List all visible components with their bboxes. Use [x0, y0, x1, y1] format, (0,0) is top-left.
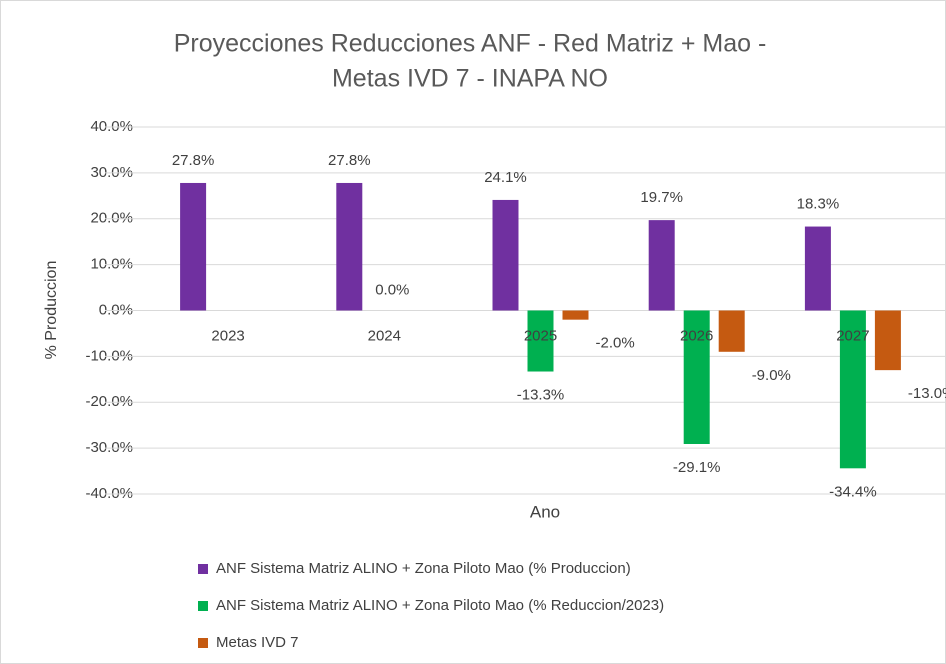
chart-title: Proyecciones Reducciones ANF - Red Matri…	[174, 30, 767, 58]
legend-label: ANF Sistema Matriz ALINO + Zona Piloto M…	[216, 560, 631, 577]
data-label: -13.3%	[517, 386, 565, 403]
data-label: -9.0%	[752, 367, 791, 384]
x-tick-label: 2023	[211, 327, 244, 344]
y-axis-title: % Produccion	[43, 261, 60, 360]
y-tick-label: 30.0%	[90, 164, 133, 181]
bar	[683, 310, 710, 444]
bar	[492, 199, 519, 311]
data-label: -34.4%	[829, 483, 877, 500]
legend-label: Metas IVD 7	[216, 634, 299, 651]
data-label: 27.8%	[328, 152, 371, 169]
legend-swatch	[198, 638, 208, 648]
y-tick-label: -30.0%	[85, 439, 133, 456]
y-tick-label: 10.0%	[90, 256, 133, 273]
data-label: 24.1%	[484, 169, 527, 186]
data-label: 0.0%	[375, 281, 409, 298]
y-tick-label: -40.0%	[85, 485, 133, 502]
y-tick-label: 20.0%	[90, 210, 133, 227]
data-label: 27.8%	[172, 152, 215, 169]
bar	[839, 310, 866, 469]
y-tick-label: 40.0%	[90, 118, 133, 135]
x-axis-title: Ano	[530, 502, 560, 521]
y-tick-label: 0.0%	[99, 301, 133, 318]
bar	[804, 226, 831, 311]
data-label: -2.0%	[596, 335, 635, 352]
chart-title: Metas IVD 7 - INAPA NO	[332, 65, 608, 93]
x-tick-label: 2025	[524, 327, 557, 344]
bar	[648, 220, 675, 311]
x-tick-label: 2026	[680, 327, 713, 344]
x-tick-label: 2027	[836, 327, 869, 344]
bar	[180, 182, 207, 311]
bar	[874, 310, 901, 371]
legend-label: ANF Sistema Matriz ALINO + Zona Piloto M…	[216, 597, 664, 614]
y-tick-label: -20.0%	[85, 393, 133, 410]
bar	[562, 310, 589, 320]
bar	[336, 182, 363, 311]
data-label: -13.0%	[908, 385, 946, 402]
data-label: 18.3%	[797, 196, 840, 213]
bar	[527, 310, 554, 372]
x-tick-label: 2024	[368, 327, 401, 344]
y-tick-label: -10.0%	[85, 347, 133, 364]
data-label: 19.7%	[640, 189, 683, 206]
bar	[718, 310, 745, 352]
data-label: -29.1%	[673, 459, 721, 476]
legend-swatch	[198, 601, 208, 611]
legend-swatch	[198, 564, 208, 574]
